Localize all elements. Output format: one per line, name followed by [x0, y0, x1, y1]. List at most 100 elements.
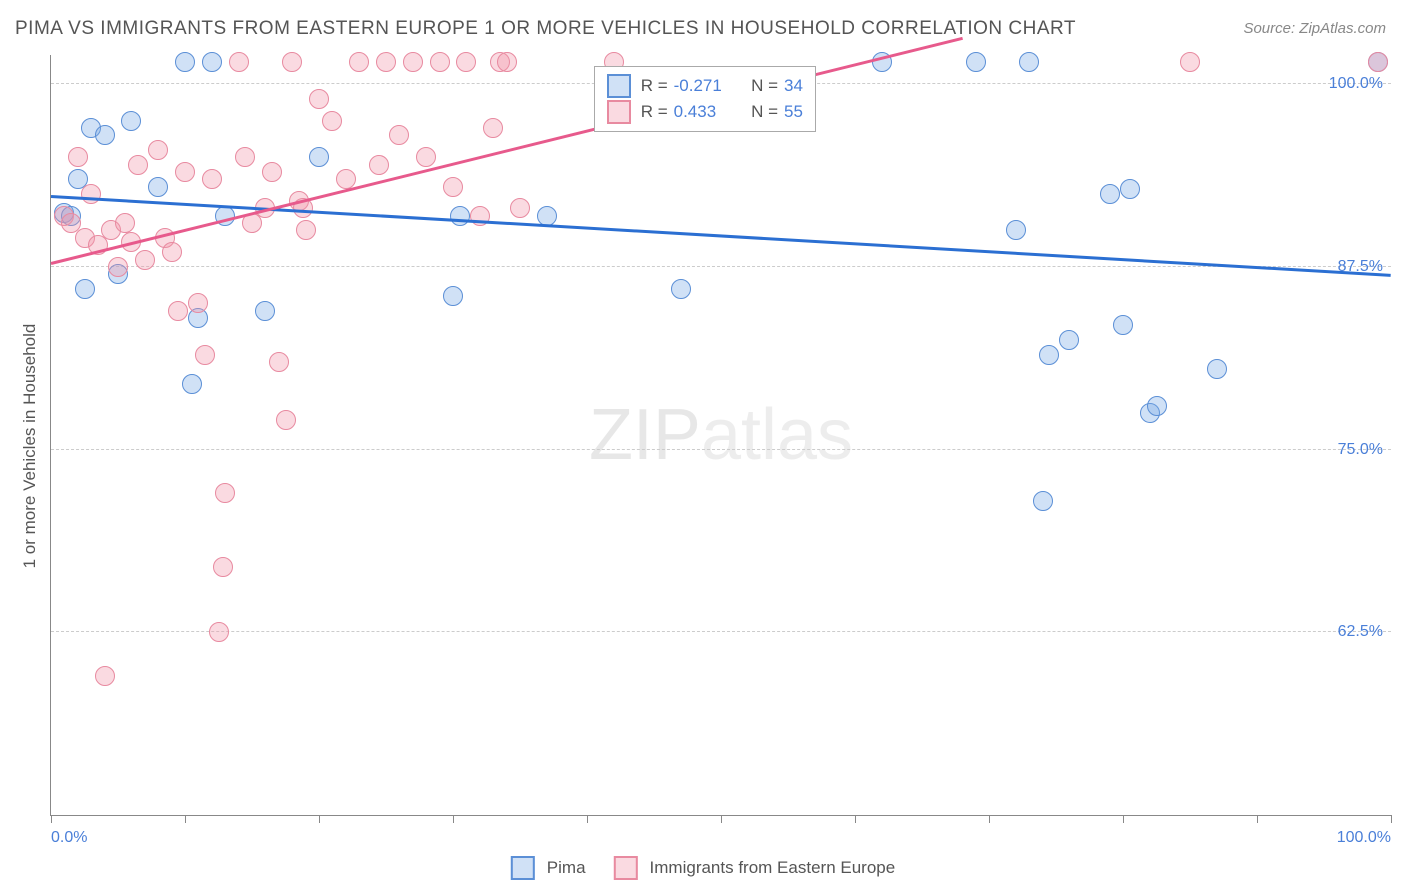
data-point — [182, 374, 202, 394]
data-point — [369, 155, 389, 175]
data-point — [497, 52, 517, 72]
gridline — [51, 266, 1391, 267]
data-point — [115, 213, 135, 233]
data-point — [1120, 179, 1140, 199]
legend-r-value: -0.271 — [674, 73, 736, 99]
watermark: ZIPatlas — [589, 394, 853, 476]
data-point — [175, 52, 195, 72]
data-point — [1059, 330, 1079, 350]
data-point — [537, 206, 557, 226]
legend-swatch — [511, 856, 535, 880]
data-point — [1033, 491, 1053, 511]
plot-area: ZIPatlas 62.5%75.0%87.5%100.0%0.0%100.0%… — [50, 55, 1391, 816]
data-point — [213, 557, 233, 577]
data-point — [671, 279, 691, 299]
data-point — [1180, 52, 1200, 72]
data-point — [322, 111, 342, 131]
data-point — [175, 162, 195, 182]
gridline — [51, 449, 1391, 450]
data-point — [430, 52, 450, 72]
source-label: Source: ZipAtlas.com — [1243, 20, 1386, 37]
data-point — [403, 52, 423, 72]
data-point — [443, 286, 463, 306]
data-point — [389, 125, 409, 145]
legend-n-label: N = — [742, 99, 778, 125]
x-tick — [453, 815, 454, 823]
legend-r-label: R = — [641, 99, 668, 125]
watermark-bold: ZIP — [589, 395, 701, 475]
data-point — [68, 147, 88, 167]
x-tick-label: 0.0% — [51, 829, 87, 847]
x-tick — [185, 815, 186, 823]
x-tick — [1391, 815, 1392, 823]
data-point — [262, 162, 282, 182]
data-point — [269, 352, 289, 372]
x-tick-label: 100.0% — [1337, 829, 1391, 847]
data-point — [229, 52, 249, 72]
legend-row: R = 0.433 N = 55 — [607, 99, 803, 125]
data-point — [1100, 184, 1120, 204]
x-tick — [1257, 815, 1258, 823]
legend-r-value: 0.433 — [674, 99, 736, 125]
legend-swatch — [607, 100, 631, 124]
data-point — [309, 147, 329, 167]
data-point — [95, 125, 115, 145]
data-point — [1006, 220, 1026, 240]
data-point — [195, 345, 215, 365]
data-point — [188, 293, 208, 313]
legend-n-label: N = — [742, 73, 778, 99]
data-point — [1019, 52, 1039, 72]
data-point — [1368, 52, 1388, 72]
data-point — [235, 147, 255, 167]
data-point — [128, 155, 148, 175]
data-point — [215, 483, 235, 503]
data-point — [135, 250, 155, 270]
x-tick — [855, 815, 856, 823]
legend-item: Immigrants from Eastern Europe — [614, 856, 896, 880]
data-point — [1039, 345, 1059, 365]
gridline — [51, 631, 1391, 632]
data-point — [276, 410, 296, 430]
data-point — [296, 220, 316, 240]
chart-title: PIMA VS IMMIGRANTS FROM EASTERN EUROPE 1… — [15, 18, 1076, 40]
stats-legend: R = -0.271 N = 34R = 0.433 N = 55 — [594, 66, 816, 132]
data-point — [416, 147, 436, 167]
data-point — [202, 169, 222, 189]
legend-item: Pima — [511, 856, 586, 880]
trend-line — [51, 195, 1391, 277]
bottom-legend: Pima Immigrants from Eastern Europe — [511, 856, 895, 880]
x-tick — [587, 815, 588, 823]
data-point — [376, 52, 396, 72]
data-point — [108, 257, 128, 277]
data-point — [95, 666, 115, 686]
data-point — [450, 206, 470, 226]
data-point — [255, 301, 275, 321]
legend-swatch — [614, 856, 638, 880]
data-point — [349, 52, 369, 72]
legend-n-value: 34 — [784, 73, 803, 99]
data-point — [75, 279, 95, 299]
data-point — [966, 52, 986, 72]
data-point — [202, 52, 222, 72]
legend-row: R = -0.271 N = 34 — [607, 73, 803, 99]
x-tick — [1123, 815, 1124, 823]
data-point — [121, 111, 141, 131]
series-name: Immigrants from Eastern Europe — [650, 858, 896, 878]
data-point — [209, 622, 229, 642]
y-axis-title: 1 or more Vehicles in Household — [20, 324, 40, 569]
data-point — [483, 118, 503, 138]
y-tick-label: 75.0% — [1338, 441, 1383, 459]
x-tick — [319, 815, 320, 823]
data-point — [1147, 396, 1167, 416]
data-point — [456, 52, 476, 72]
y-tick-label: 100.0% — [1329, 75, 1383, 93]
data-point — [282, 52, 302, 72]
x-tick — [721, 815, 722, 823]
data-point — [510, 198, 530, 218]
x-tick — [989, 815, 990, 823]
data-point — [162, 242, 182, 262]
legend-n-value: 55 — [784, 99, 803, 125]
watermark-thin: atlas — [701, 395, 853, 475]
data-point — [148, 177, 168, 197]
data-point — [309, 89, 329, 109]
